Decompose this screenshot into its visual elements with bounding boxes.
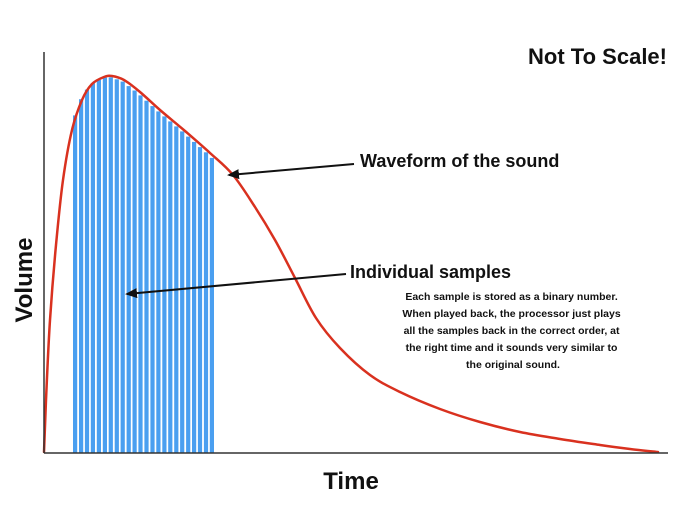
sample-bar: [144, 100, 149, 453]
sample-bar: [180, 131, 185, 453]
description-line: the right time and it sounds very simila…: [406, 342, 618, 354]
sample-bar: [203, 152, 209, 454]
sample-bar: [132, 90, 137, 453]
sample-bar: [126, 86, 131, 453]
sample-bar: [197, 147, 203, 453]
samples-label: Individual samples: [350, 262, 511, 282]
sample-bar: [138, 95, 143, 454]
diagram-title: Not To Scale!: [528, 44, 667, 69]
sample-bar: [102, 77, 107, 453]
y-axis-label: Volume: [11, 238, 38, 323]
arrow-icon: [125, 273, 347, 299]
sample-bar: [90, 83, 95, 453]
arrow-icon: [227, 163, 355, 180]
description-text: Each sample is stored as a binary number…: [402, 291, 623, 371]
sample-bar: [168, 121, 173, 454]
sample-bar: [84, 89, 90, 453]
sample-bar: [108, 77, 113, 454]
sample-bar: [162, 116, 167, 454]
sample-bar: [73, 115, 78, 454]
sample-bar: [209, 157, 214, 453]
sample-bar: [192, 141, 197, 453]
sample-bar: [96, 79, 101, 454]
description-line: all the samples back in the correct orde…: [404, 325, 620, 337]
description-line: Each sample is stored as a binary number…: [405, 291, 618, 303]
description-line: the original sound.: [466, 359, 560, 371]
description-line: When played back, the processor just pla…: [402, 308, 620, 320]
waveform-curve: [42, 74, 660, 454]
sample-bar: [120, 81, 125, 453]
x-axis-label: Time: [323, 468, 379, 495]
waveform-label: Waveform of the sound: [360, 151, 559, 171]
sample-bar: [79, 99, 84, 453]
sample-bar: [114, 79, 119, 454]
sample-bar: [186, 136, 191, 453]
sample-bar: [156, 111, 161, 454]
sample-bars: [73, 77, 214, 454]
sample-bar: [150, 106, 155, 453]
